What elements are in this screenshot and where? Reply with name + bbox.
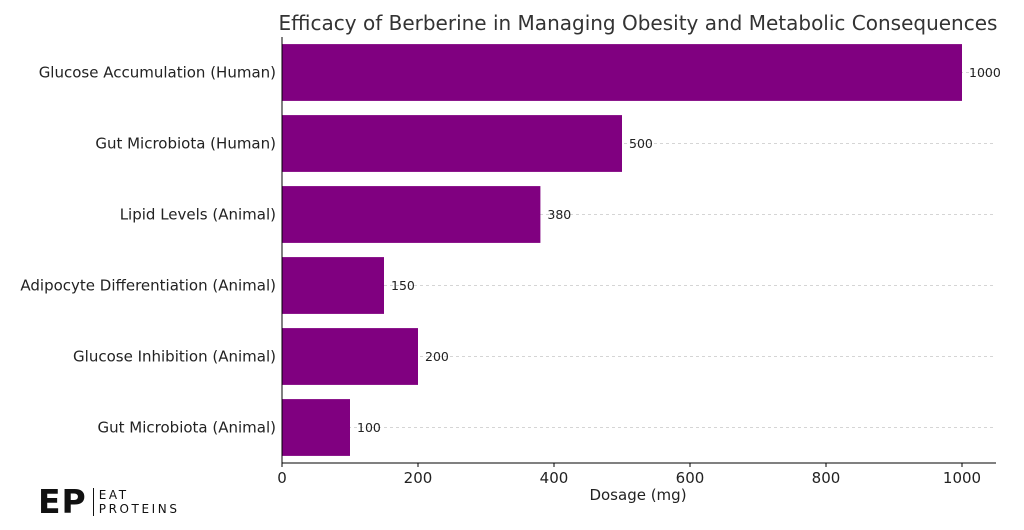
bar-adipocyte-differentiation-animal [282,257,384,314]
data-label-gut-microbiota-animal: 100 [357,420,381,435]
bars [282,44,962,456]
category-label-gut-microbiota-animal: Gut Microbiota (Animal) [98,419,276,437]
category-label-lipid-levels-animal: Lipid Levels (Animal) [120,206,276,224]
x-tick-label-1000: 1000 [943,469,981,487]
data-label-lipid-levels-animal: 380 [547,207,571,222]
category-label-glucose-accumulation-human: Glucose Accumulation (Human) [39,64,276,82]
eat-proteins-logo: EP EAT PROTEINS [38,482,180,521]
bar-glucose-accumulation-human [282,44,962,101]
axes: 0 200 400 600 800 1000 [277,37,996,487]
labels: 1000 Glucose Accumulation (Human) 500 Gut M… [20,64,1000,437]
logo-mark: EP [38,482,87,521]
x-tick-label-0: 0 [277,469,287,487]
logo-word-proteins: PROTEINS [98,502,180,516]
bar-gut-microbiota-human [282,115,622,172]
x-tick-label-400: 400 [540,469,569,487]
x-axis-title: Dosage (mg) [589,486,686,504]
chart-title: Efficacy of Berberine in Managing Obesit… [279,11,998,35]
logo-word-eat: EAT [98,488,129,502]
data-label-glucose-inhibition-animal: 200 [425,349,449,364]
logo-divider [92,488,94,516]
bar-lipid-levels-animal [282,186,541,243]
logo-wordmark: EAT PROTEINS [99,488,180,516]
x-tick-label-200: 200 [404,469,433,487]
category-label-adipocyte-differentiation-animal: Adipocyte Differentiation (Animal) [20,277,276,295]
bar-glucose-inhibition-animal [282,328,418,385]
x-tick-label-600: 600 [676,469,705,487]
x-tick-label-800: 800 [812,469,841,487]
category-label-glucose-inhibition-animal: Glucose Inhibition (Animal) [73,348,276,366]
bar-gut-microbiota-animal [282,399,350,456]
data-label-adipocyte-differentiation-animal: 150 [391,278,415,293]
category-label-gut-microbiota-human: Gut Microbiota (Human) [95,135,276,153]
data-label-gut-microbiota-human: 500 [629,136,653,151]
data-label-glucose-accumulation-human: 1000 [969,65,1001,80]
